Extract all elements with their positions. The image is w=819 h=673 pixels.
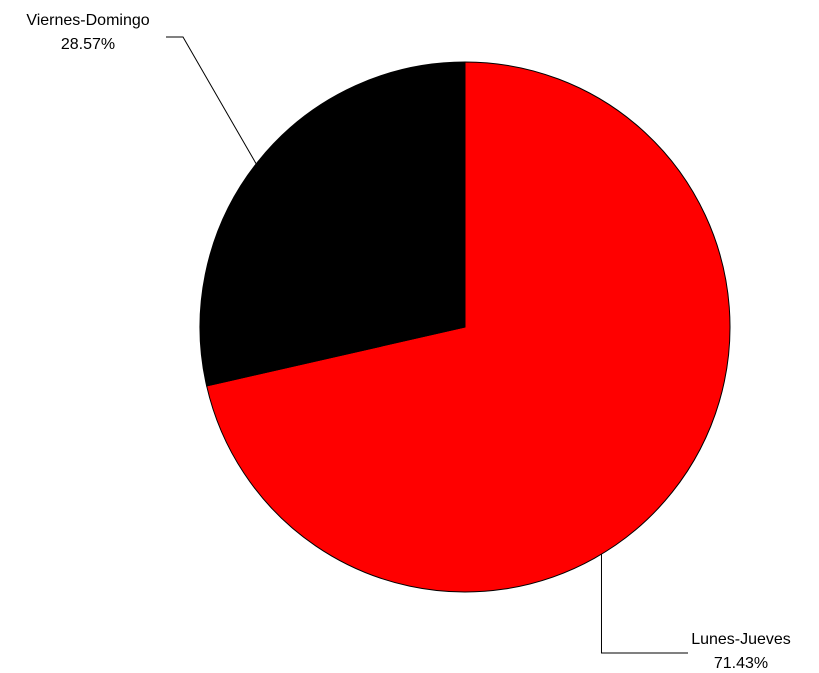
slice-label-group-lunes-jueves: Lunes-Jueves 71.43% bbox=[691, 631, 791, 672]
slice-label-lunes-jueves: Lunes-Jueves bbox=[691, 631, 791, 648]
leader-line-viernes-domingo bbox=[166, 36, 257, 165]
pie-slices bbox=[199, 61, 731, 593]
leader-line-lunes-jueves bbox=[600, 554, 688, 654]
pie-slice-lunes-jueves bbox=[206, 61, 731, 593]
slice-label-viernes-domingo: Viernes-Domingo bbox=[26, 12, 149, 29]
slice-percent-lunes-jueves: 71.43% bbox=[714, 655, 768, 672]
pie-slice-viernes-domingo bbox=[199, 61, 466, 387]
slice-label-group-viernes-domingo: Viernes-Domingo 28.57% bbox=[26, 12, 149, 53]
leader-lines bbox=[166, 36, 688, 654]
slice-percent-viernes-domingo: 28.57% bbox=[61, 36, 115, 53]
